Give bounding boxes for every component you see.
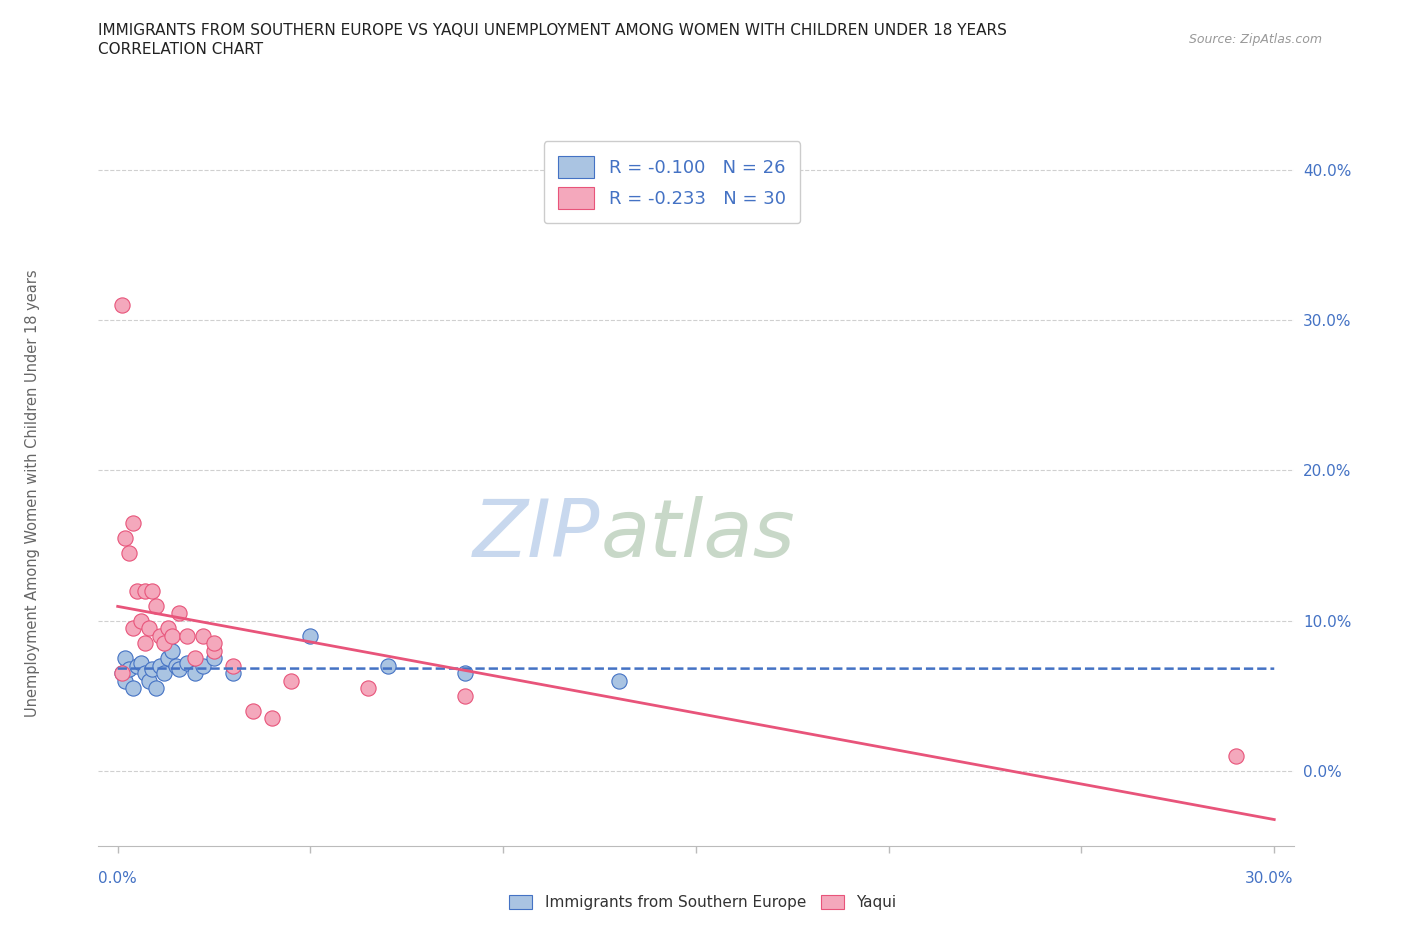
Point	[153, 666, 176, 681]
Text: Unemployment Among Women with Children Under 18 years: Unemployment Among Women with Children U…	[25, 269, 41, 717]
Point	[114, 673, 136, 688]
Text: Source: ZipAtlas.com: Source: ZipAtlas.com	[1188, 33, 1322, 46]
Point	[145, 598, 167, 613]
Point	[299, 629, 322, 644]
Point	[280, 673, 302, 688]
Point	[138, 621, 160, 636]
Point	[129, 656, 152, 671]
Text: atlas: atlas	[600, 497, 796, 575]
Point	[260, 711, 283, 726]
Point	[176, 656, 198, 671]
Text: ZIP: ZIP	[472, 497, 600, 575]
Point	[156, 621, 179, 636]
Point	[118, 661, 141, 676]
Point	[191, 658, 214, 673]
Point	[149, 658, 172, 673]
Legend: Immigrants from Southern Europe, Yaqui: Immigrants from Southern Europe, Yaqui	[502, 887, 904, 918]
Point	[122, 621, 145, 636]
Point	[125, 658, 148, 673]
Point	[357, 681, 380, 696]
Point	[114, 531, 136, 546]
Point	[202, 636, 225, 651]
Point	[191, 629, 214, 644]
Point	[202, 644, 225, 658]
Point	[156, 651, 179, 666]
Point	[222, 658, 245, 673]
Point	[129, 613, 152, 628]
Point	[134, 666, 156, 681]
Point	[118, 546, 141, 561]
Point	[160, 644, 183, 658]
Point	[202, 651, 225, 666]
Legend: R = -0.100   N = 26, R = -0.233   N = 30: R = -0.100 N = 26, R = -0.233 N = 30	[544, 141, 800, 223]
Point	[134, 636, 156, 651]
Text: 0.0%: 0.0%	[98, 871, 138, 886]
Point	[149, 629, 172, 644]
Point	[184, 651, 207, 666]
Point	[184, 666, 207, 681]
Point	[141, 661, 163, 676]
Point	[122, 681, 145, 696]
Point	[222, 666, 245, 681]
Point	[169, 661, 191, 676]
Point	[125, 583, 148, 598]
Text: CORRELATION CHART: CORRELATION CHART	[98, 42, 263, 57]
Point	[377, 658, 399, 673]
Point	[114, 651, 136, 666]
Point	[1225, 749, 1247, 764]
Point	[169, 605, 191, 620]
Point	[160, 629, 183, 644]
Point	[110, 666, 132, 681]
Point	[242, 703, 264, 718]
Point	[153, 636, 176, 651]
Point	[110, 666, 132, 681]
Point	[141, 583, 163, 598]
Point	[110, 298, 132, 312]
Point	[165, 658, 187, 673]
Point	[134, 583, 156, 598]
Point	[176, 629, 198, 644]
Point	[122, 515, 145, 530]
Point	[453, 666, 475, 681]
Point	[607, 673, 630, 688]
Text: 30.0%: 30.0%	[1246, 871, 1294, 886]
Text: IMMIGRANTS FROM SOUTHERN EUROPE VS YAQUI UNEMPLOYMENT AMONG WOMEN WITH CHILDREN : IMMIGRANTS FROM SOUTHERN EUROPE VS YAQUI…	[98, 23, 1007, 38]
Point	[145, 681, 167, 696]
Point	[453, 688, 475, 703]
Point	[138, 673, 160, 688]
